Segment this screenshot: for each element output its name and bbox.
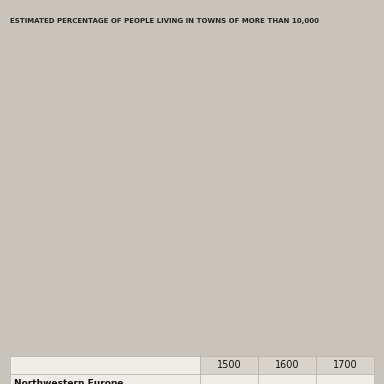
Bar bbox=[316, 374, 374, 384]
Bar bbox=[316, 356, 374, 374]
Text: 1600: 1600 bbox=[275, 360, 299, 370]
Text: Northwestern Europe: Northwestern Europe bbox=[14, 379, 123, 384]
Bar bbox=[258, 374, 316, 384]
Text: 1700: 1700 bbox=[333, 360, 358, 370]
Text: ESTIMATED PERCENTAGE OF PEOPLE LIVING IN TOWNS OF MORE THAN 10,000: ESTIMATED PERCENTAGE OF PEOPLE LIVING IN… bbox=[10, 18, 319, 24]
Bar bbox=[10, 374, 200, 384]
Bar bbox=[10, 356, 200, 374]
Bar bbox=[200, 356, 258, 374]
Bar bbox=[200, 374, 258, 384]
Bar bbox=[258, 356, 316, 374]
Text: 1500: 1500 bbox=[217, 360, 241, 370]
